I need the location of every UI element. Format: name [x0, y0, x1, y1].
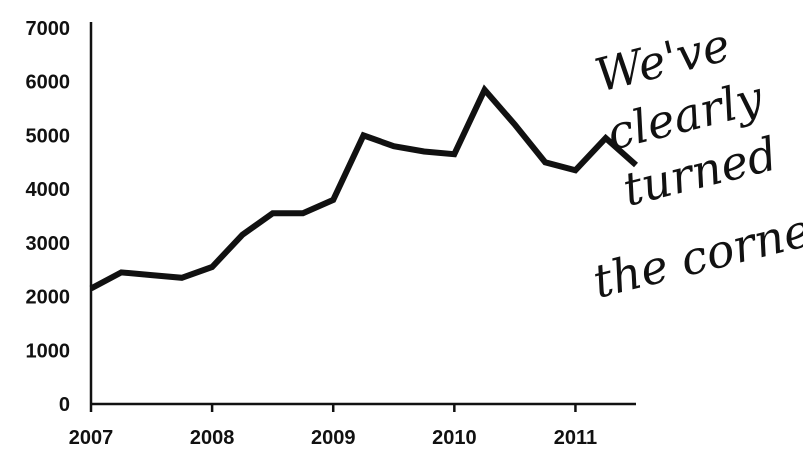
x-axis-tick-marks	[89, 404, 577, 412]
handwritten-annotation: We've clearly turned the corner.	[588, 17, 803, 308]
x-tick-label: 2009	[311, 427, 356, 449]
x-tick-label: 2007	[69, 427, 114, 449]
y-tick-label: 4000	[26, 179, 71, 201]
y-tick-label: 2000	[26, 287, 71, 309]
y-tick-label: 6000	[26, 72, 71, 94]
y-tick-label: 1000	[26, 340, 71, 362]
y-tick-label: 3000	[26, 233, 71, 255]
y-tick-label: 7000	[26, 18, 71, 40]
x-tick-label: 2011	[554, 427, 597, 449]
x-axis-tick-labels: 2007 2008 2009 2010 2011	[69, 427, 597, 449]
y-tick-label: 0	[59, 394, 70, 416]
y-axis-tick-labels: 0 1000 2000 3000 4000 5000 6000 7000	[26, 18, 71, 416]
y-tick-label: 5000	[26, 125, 71, 147]
annotation-line-4: the corner.	[588, 195, 803, 309]
x-tick-label: 2010	[432, 427, 477, 449]
x-tick-label: 2008	[190, 427, 235, 449]
series-line	[89, 84, 638, 292]
